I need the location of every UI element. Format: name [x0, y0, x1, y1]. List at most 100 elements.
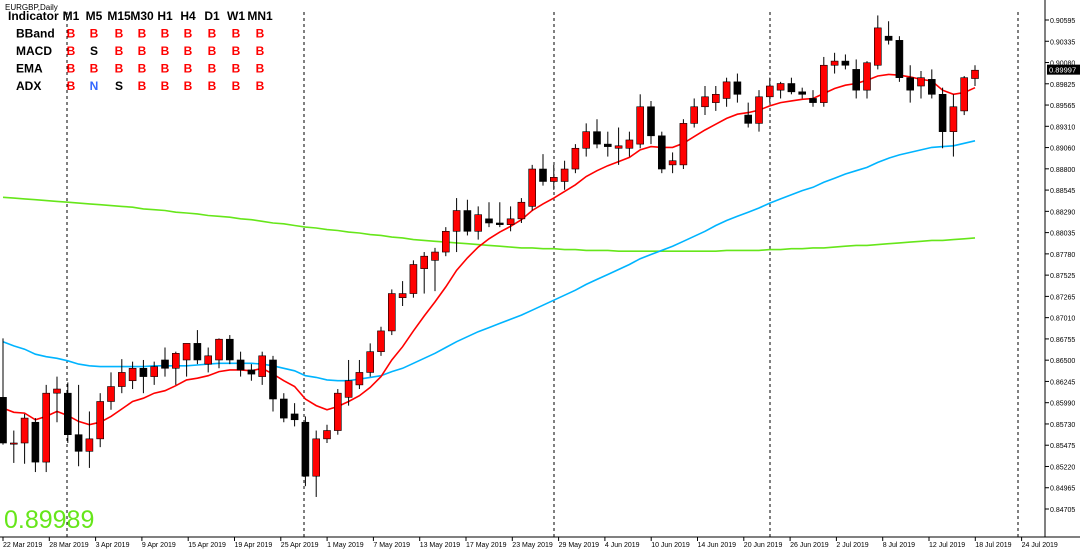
candle [258, 351, 267, 385]
candle [863, 61, 871, 99]
signal-cell: B [90, 62, 99, 76]
candle [118, 359, 126, 394]
candle [161, 347, 169, 377]
bullish-candle-body [971, 69, 979, 79]
candle [290, 403, 299, 427]
candle [323, 424, 331, 443]
signal-cell: B [161, 44, 170, 58]
bearish-candle-body [852, 69, 861, 91]
price-tick-label: 0.89060 [1050, 146, 1075, 153]
bearish-candle-body [463, 210, 472, 232]
candle [64, 382, 72, 443]
bullish-candle-body [323, 430, 331, 440]
signal-cell: B [256, 79, 265, 93]
candle [549, 164, 558, 190]
candle [226, 335, 234, 365]
candle [204, 347, 212, 373]
price-tick-label: 0.85990 [1050, 401, 1075, 408]
table-header-cell: M1 [63, 9, 80, 23]
bullish-candle-body [690, 106, 699, 124]
price-tick-label: 0.87525 [1050, 273, 1075, 280]
signal-cell: B [232, 27, 241, 41]
bearish-candle-body [744, 114, 753, 124]
signal-cell: S [90, 44, 98, 58]
candle [215, 338, 223, 369]
signal-cell: B [161, 79, 170, 93]
table-row-name: MACD [16, 44, 52, 58]
bearish-candle-body [647, 106, 655, 137]
table-header-cell: H4 [180, 9, 196, 23]
time-tick-label: 12 Jul 2019 [929, 542, 965, 549]
candle [431, 247, 439, 292]
candle [636, 94, 645, 149]
candle [452, 198, 461, 253]
candle [31, 418, 40, 473]
signal-cell: B [67, 62, 76, 76]
table-header-cell: M30 [130, 9, 154, 23]
candle [344, 359, 353, 406]
bullish-candle-body [711, 94, 720, 103]
candle [20, 413, 29, 464]
price-tick-label: 0.85220 [1050, 464, 1075, 471]
bullish-candle-body [312, 438, 321, 477]
table-header-cell: M15 [107, 9, 131, 23]
bearish-candle-body [603, 143, 612, 147]
bullish-candle-body [474, 214, 483, 232]
bullish-candle-body [668, 160, 677, 166]
signal-cell: B [138, 27, 147, 41]
signal-cell: B [208, 44, 217, 58]
signal-cell: B [115, 62, 124, 76]
candle [139, 359, 148, 394]
candle [755, 90, 763, 132]
candle [668, 152, 677, 174]
candle [85, 411, 94, 468]
table-header-cell: D1 [204, 9, 220, 23]
bearish-candle-body [161, 359, 169, 369]
time-tick-label: 23 May 2019 [512, 542, 553, 549]
candle [506, 206, 515, 232]
bearish-candle-body [236, 359, 245, 371]
bearish-candle-body [593, 131, 601, 145]
time-tick-label: 3 Apr 2019 [96, 542, 130, 549]
candle [247, 364, 256, 381]
bullish-candle-body [20, 417, 29, 444]
candle [625, 131, 634, 157]
table-header-cell: H1 [157, 9, 173, 23]
bearish-candle-body [301, 421, 310, 477]
price-tick-label: 0.86245 [1050, 379, 1075, 386]
signal-cell: B [90, 27, 99, 41]
time-tick-label: 8 Jul 2019 [883, 542, 915, 549]
candle [895, 36, 904, 82]
time-tick-label: 29 May 2019 [559, 542, 600, 549]
candle [355, 359, 364, 390]
candle [182, 343, 191, 377]
signal-cell: B [256, 44, 265, 58]
candle [42, 384, 51, 473]
candle [398, 281, 407, 307]
time-tick-label: 15 Apr 2019 [188, 542, 226, 549]
candle [96, 393, 104, 448]
bullish-candle-body [528, 168, 537, 207]
time-tick-label: 7 May 2019 [373, 542, 410, 549]
candle [560, 160, 569, 190]
price-tick-label: 0.90080 [1050, 61, 1075, 68]
bullish-candle-body [398, 293, 407, 299]
candle [409, 260, 418, 298]
signal-cell: B [208, 79, 217, 93]
bearish-candle-body [798, 91, 807, 95]
table-header-cell: W1 [227, 9, 245, 23]
candle [53, 376, 61, 423]
bearish-candle-body [0, 397, 7, 444]
candle [593, 119, 601, 149]
bullish-candle-body [204, 355, 212, 365]
price-tick-label: 0.89565 [1050, 103, 1075, 110]
price-tick-label: 0.88545 [1050, 188, 1075, 195]
bearish-candle-body [139, 367, 148, 377]
price-tick-label: 0.85475 [1050, 443, 1075, 450]
time-tick-label: 1 May 2019 [327, 542, 364, 549]
